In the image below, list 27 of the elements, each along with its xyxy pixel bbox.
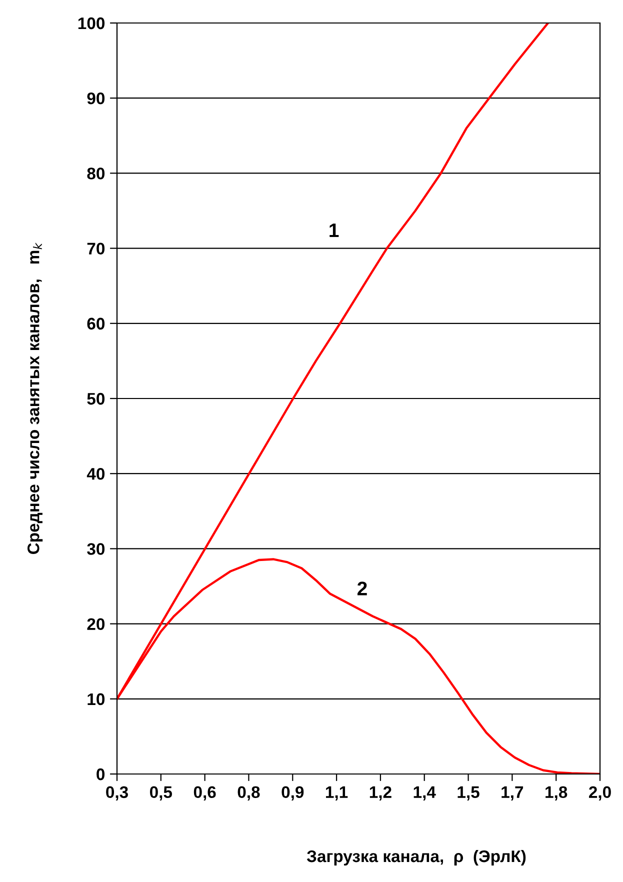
y-tick-label: 20	[87, 618, 105, 630]
y-tick-label: 40	[86, 468, 105, 480]
y-tick-label: 100	[78, 17, 105, 30]
y-tick-label: 60	[87, 318, 105, 330]
x-tick-label: 1,1	[326, 786, 348, 800]
y-tick-label: 80	[87, 168, 105, 180]
y-tick-label: 90	[87, 92, 105, 104]
y-axis-title: Среднее число занятых каналов, m$_{k}$	[28, 242, 43, 554]
y-tick-label: 10	[88, 693, 105, 706]
y-tick-label: 70	[87, 242, 105, 255]
x-axis-title: Загрузка канала, ρ (ЭрлК)	[306, 850, 526, 866]
x-tick-label: 1,5	[458, 786, 480, 800]
y-tick-label: 50	[87, 392, 105, 405]
x-tick-label: 1,4	[414, 786, 436, 800]
series-label: 2	[357, 582, 367, 596]
y-tick-label: 30	[87, 543, 105, 555]
x-tick-label: 1,2	[370, 786, 392, 800]
x-tick-label: 0,5	[150, 786, 172, 800]
x-tick-label: 1,7	[502, 786, 524, 800]
x-tick-label: 0,3	[106, 786, 128, 800]
y-tick-label: 0	[96, 768, 105, 780]
x-tick-label: 2,0	[588, 786, 611, 800]
x-tick-label: 0,6	[194, 786, 216, 800]
text: 1	[330, 224, 339, 237]
x-tick-label: 0,9	[282, 786, 304, 800]
x-tick-label: 0,8	[238, 786, 260, 800]
x-tick-label: 1,8	[546, 786, 568, 800]
